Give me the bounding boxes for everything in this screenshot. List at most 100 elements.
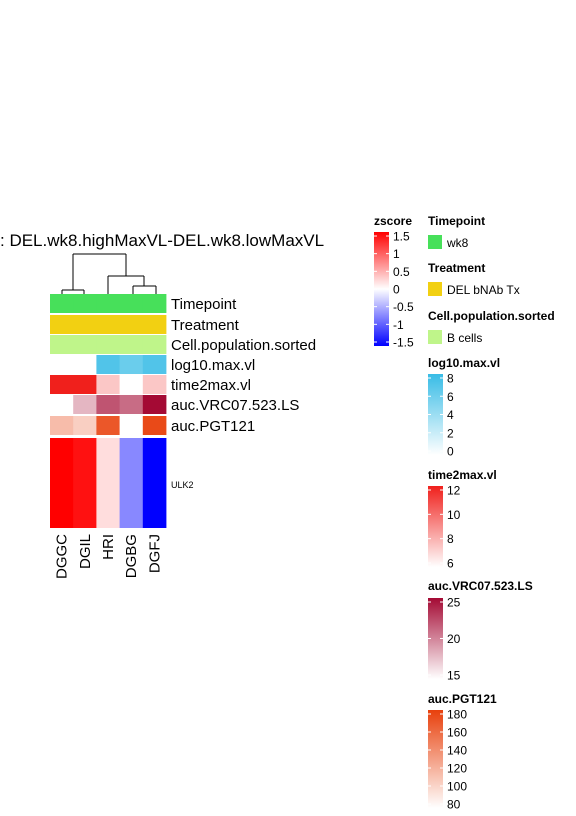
cellpop-legend-entry: B cells [447,331,482,345]
chart-title: : DEL.wk8.highMaxVL-DEL.wk8.lowMaxVL [0,231,324,250]
annotation-cell [142,395,167,414]
annotation-cell [142,315,167,334]
tick-label: 12 [447,484,461,498]
annotation-cell [96,335,120,354]
pgt-legend-title: auc.PGT121 [428,692,497,706]
annotation-cell [50,315,74,334]
tick-label: 0.5 [393,265,410,279]
timepoint-legend-entry: wk8 [446,236,469,250]
annotation-row: auc.PGT121 [50,416,255,435]
annotation-cell [96,375,120,394]
tick-label: -1.5 [393,336,414,350]
annotation-cell [119,375,144,394]
colorbar [428,486,443,567]
main-row: ULK2 [50,438,194,528]
tick-label: 160 [447,726,467,740]
annotation-cell [73,294,97,313]
annotation-cell [142,335,167,354]
annotation-cell [96,395,120,414]
tick-label: 0 [447,445,454,459]
cellpop-legend-title: Cell.population.sorted [428,309,555,323]
tick-label: 4 [447,408,454,422]
heatmap-cell [96,438,120,528]
annotation-cell [73,416,97,435]
annotation-cell [119,355,144,374]
annotation-cell [119,294,144,313]
vrc-legend: 25 20 15 [428,596,461,683]
annotation-label: Cell.population.sorted [171,337,316,354]
column-label: DGIL [77,534,94,569]
tick-label: 15 [447,669,461,683]
tick-label: 20 [447,632,461,646]
zscore-legend: 1.5 1 0.5 0 -0.5 -1 -1.5 [374,230,414,350]
heatmap-cell [119,438,144,528]
annotation-label: log10.max.vl [171,357,255,374]
cellpop-legend-swatch [428,330,442,344]
annotation-cell [73,335,97,354]
heatmap-cell [73,438,97,528]
time2max-legend: 12 10 8 6 [428,484,461,571]
annotation-cell [73,375,97,394]
annotation-cell [73,355,97,374]
heatmap-cell [142,438,167,528]
tick-label: -1 [393,318,404,332]
annotation-cell [50,335,74,354]
annotation-cell [119,395,144,414]
column-label: DGFJ [146,534,163,573]
vrc-legend-title: auc.VRC07.523.LS [428,579,533,593]
tick-label: -0.5 [393,300,414,314]
tick-label: 1 [393,247,400,261]
annotation-cell [50,416,74,435]
annotation-row: log10.max.vl [50,355,255,374]
annotation-cell [50,294,74,313]
tick-label: 0 [393,283,400,297]
zscore-legend-title: zscore [374,214,412,228]
annotation-cell [142,294,167,313]
annotation-cell [96,416,120,435]
column-label: DGBG [123,534,140,578]
annotation-cell [119,416,144,435]
annotation-cell [142,355,167,374]
annotation-cell [119,335,144,354]
pgt-legend: 180 160 140 120 100 80 [428,708,467,812]
tick-label: 10 [447,508,461,522]
tick-label: 100 [447,780,467,794]
tick-label: 2 [447,426,454,440]
timepoint-legend-title: Timepoint [428,214,485,228]
annotation-cell [50,355,74,374]
tick-label: 120 [447,762,467,776]
annotation-label: auc.VRC07.523.LS [171,397,299,414]
annotation-cell [142,375,167,394]
annotation-row: auc.VRC07.523.LS [50,395,299,414]
annotation-cell [142,416,167,435]
annotation-cell [96,294,120,313]
legend-panel: zscore 1.5 1 0.5 0 -0.5 -1 -1.5 Timepoint wk8 Trea… [374,214,555,812]
colorbar [428,710,443,808]
tick-label: 140 [447,744,467,758]
tick-label: 6 [447,557,454,571]
row-label: ULK2 [171,480,194,490]
colorbar [374,232,389,346]
annotation-label: auc.PGT121 [171,418,255,435]
time2max-legend-title: time2max.vl [428,468,497,482]
annotation-row: Treatment [50,315,240,334]
treatment-legend-title: Treatment [428,261,485,275]
annotation-cell [119,315,144,334]
annotation-cell [73,315,97,334]
colorbar [428,374,443,455]
annotation-cell [73,395,97,414]
annotation-row: time2max.vl [50,375,251,394]
column-label: DGGC [54,534,71,579]
annotation-label: Treatment [171,317,240,334]
tick-label: 25 [447,596,461,610]
colorbar [428,598,443,679]
annotation-label: time2max.vl [171,377,251,394]
heatmap-body: Timepoint Treatment Cell.population.sorted… [50,294,316,579]
treatment-legend-entry: DEL bNAb Tx [447,283,520,297]
timepoint-legend-swatch [428,235,442,249]
tick-label: 1.5 [393,230,410,244]
column-dendrogram [61,253,157,294]
annotation-label: Timepoint [171,296,237,313]
annotation-cell [50,395,74,414]
